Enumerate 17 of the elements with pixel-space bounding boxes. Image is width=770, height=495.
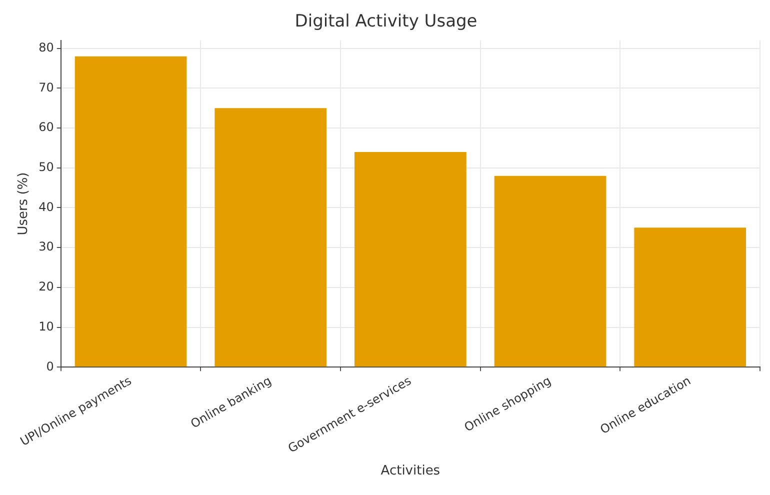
y-axis-title: Users (%)	[16, 172, 32, 236]
bar	[74, 56, 187, 367]
y-tick-label: 50	[38, 160, 54, 174]
y-tick-label: 30	[38, 240, 54, 254]
y-tick-label: 70	[38, 80, 54, 94]
bar	[214, 108, 327, 367]
y-tick-label: 40	[38, 200, 54, 214]
y-tick-label: 80	[38, 40, 54, 54]
y-tick-label: 10	[38, 319, 54, 334]
bar	[634, 228, 746, 367]
x-axis-title: Activities	[380, 464, 440, 479]
bar	[494, 176, 606, 367]
bar	[354, 152, 466, 367]
chart-title: Digital Activity Usage	[294, 12, 478, 32]
y-tick-label: 60	[38, 120, 54, 134]
y-tick-label: 20	[38, 280, 54, 294]
y-tick-label: 0	[46, 359, 54, 374]
